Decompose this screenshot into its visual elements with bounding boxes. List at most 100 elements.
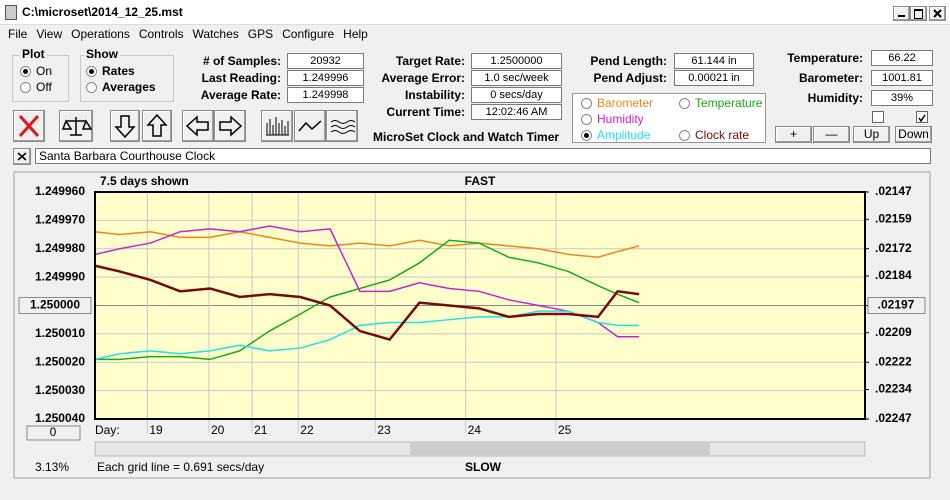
up-button[interactable]	[142, 110, 172, 142]
field-label: Barometer:	[798, 71, 863, 85]
legend-label[interactable]: Barometer	[597, 96, 654, 110]
action-button[interactable]: Down	[895, 126, 932, 143]
legend-entry[interactable]: Barometer	[581, 96, 653, 110]
legend-entry[interactable]: Amplitude	[581, 128, 650, 142]
down-button[interactable]	[110, 110, 140, 142]
field-value[interactable]: 1.249998	[287, 87, 364, 103]
field-label: Pend Adjust:	[593, 71, 667, 85]
radio[interactable]	[581, 114, 592, 126]
x-tick-label: 21	[254, 423, 268, 437]
app-title: MicroSet Clock and Watch Timer	[373, 130, 560, 144]
radio-label[interactable]: Rates	[102, 64, 135, 78]
radio[interactable]	[581, 130, 592, 142]
field-value[interactable]: 1001.81	[871, 70, 933, 86]
line-button[interactable]	[294, 110, 326, 142]
field-value[interactable]: 12:02:46 AM	[471, 104, 562, 120]
action-button[interactable]: —	[813, 126, 850, 143]
field-label: Average Error:	[381, 71, 465, 85]
y-tick-label: 1.250030	[35, 383, 85, 397]
field-value[interactable]: 1.2500000	[471, 53, 562, 69]
field-value[interactable]: 1.0 sec/week	[471, 70, 562, 86]
radio-label[interactable]: Off	[36, 80, 52, 94]
bars-button[interactable]	[261, 110, 293, 142]
menu-item[interactable]: Configure	[282, 27, 335, 41]
series-line	[94, 310, 640, 361]
radio-on[interactable]: On	[20, 64, 52, 78]
radio-rates[interactable]: Rates	[86, 64, 135, 78]
radio-label[interactable]: On	[36, 64, 53, 78]
checkbox[interactable]	[872, 111, 884, 123]
field-label: Temperature:	[787, 51, 863, 65]
legend-label[interactable]: Amplitude	[597, 128, 651, 142]
legend-entry[interactable]: Clock rate	[679, 128, 749, 142]
stop-button[interactable]	[13, 110, 45, 142]
field-value[interactable]: 1.249996	[287, 70, 364, 86]
balance-button[interactable]	[59, 110, 93, 142]
plot-group-title: Plot	[20, 47, 47, 61]
series-line	[94, 264, 640, 341]
radio-off[interactable]: Off	[20, 80, 52, 94]
menu-item[interactable]: View	[36, 27, 63, 41]
y-tick-label: 1.250020	[35, 354, 85, 368]
clear-button[interactable]	[13, 148, 31, 165]
field-value[interactable]: 61.144 in	[674, 53, 754, 69]
x-tick-label: 23	[377, 423, 391, 437]
field-label: Current Time:	[386, 105, 465, 119]
zero-button[interactable]	[26, 425, 81, 441]
y2-tick-label: .02159	[875, 211, 912, 225]
radio-averages[interactable]: Averages	[86, 80, 156, 94]
menu-item[interactable]: File	[8, 27, 28, 41]
menu-item[interactable]: Controls	[138, 27, 184, 41]
maximize-button[interactable]	[910, 6, 927, 21]
field-label: Average Rate:	[200, 88, 281, 102]
close-button[interactable]	[929, 6, 946, 21]
menu-bar: File View Operations Controls Watches GPS Conf…	[4, 25, 373, 41]
x-tick-label: 19	[149, 423, 163, 437]
menu-item[interactable]: GPS	[247, 27, 274, 41]
field-value[interactable]: 20932	[287, 53, 364, 69]
menu-item[interactable]: Watches	[192, 27, 239, 41]
zero-button-label[interactable]: 0	[50, 425, 57, 439]
left-button[interactable]	[182, 110, 214, 142]
action-button[interactable]: +	[775, 126, 812, 143]
legend-entry[interactable]: Temperature	[679, 96, 762, 110]
tick-button[interactable]	[867, 297, 926, 314]
field-label: Instability:	[404, 88, 465, 102]
action-button[interactable]: Up	[853, 126, 890, 143]
checkbox[interactable]	[916, 111, 928, 123]
scroll-thumb[interactable]	[410, 443, 710, 455]
radio-label[interactable]: Averages	[102, 80, 156, 94]
field-label: Humidity:	[807, 91, 863, 105]
radio[interactable]	[581, 98, 592, 110]
y2-tick-label: .02209	[875, 325, 912, 339]
series-line	[94, 225, 640, 338]
grid-note: Each grid line = 0.691 secs/day	[97, 460, 264, 474]
right-button[interactable]	[214, 110, 246, 142]
y2-tick-label: .02222	[875, 354, 912, 368]
field-value[interactable]: 0.00021 in	[674, 70, 754, 86]
radio[interactable]	[679, 98, 690, 110]
menu-item[interactable]: Operations	[71, 27, 130, 41]
field-value[interactable]: 66.22	[871, 50, 933, 66]
field-value[interactable]: 39%	[871, 90, 933, 106]
legend-label[interactable]: Humidity	[597, 112, 644, 126]
legend-entry[interactable]: Humidity	[581, 112, 644, 126]
field-label: Target Rate:	[395, 54, 465, 68]
title-bar	[0, 0, 950, 25]
y2-tick-label: .02247	[875, 411, 912, 425]
y-tick-label: 1.249980	[35, 241, 85, 255]
tick-button[interactable]	[18, 297, 92, 314]
plot-border	[94, 191, 866, 420]
menu-item[interactable]: Help	[343, 27, 368, 41]
minimize-button[interactable]	[893, 6, 910, 21]
legend-label[interactable]: Temperature	[695, 96, 763, 110]
series-line	[95, 239, 640, 361]
show-group	[80, 55, 174, 102]
radio[interactable]	[679, 130, 690, 142]
clock-name-field[interactable]: Santa Barbara Courthouse Clock	[35, 148, 931, 164]
legend-label[interactable]: Clock rate	[695, 128, 750, 142]
y-tick-label: 1.249990	[35, 269, 85, 283]
wave-button[interactable]	[326, 110, 358, 142]
field-value[interactable]: 0 secs/day	[471, 87, 562, 103]
